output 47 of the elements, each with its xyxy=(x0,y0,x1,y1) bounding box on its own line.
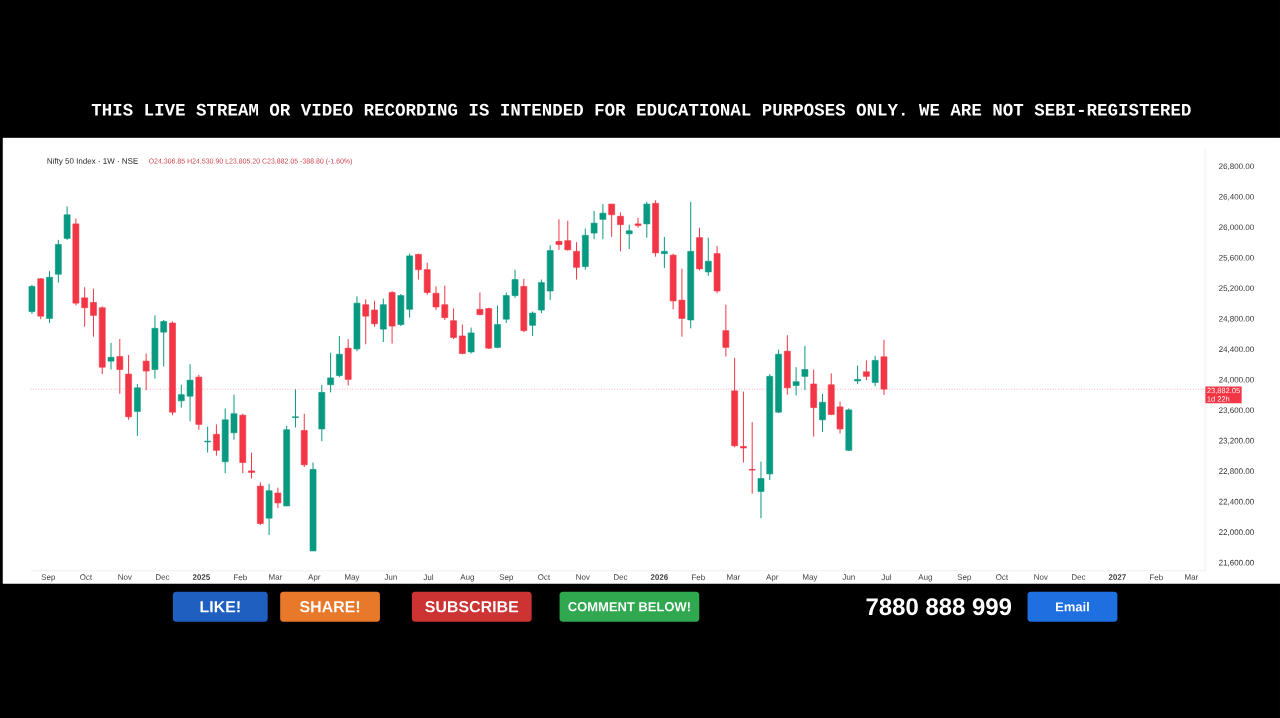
candlestick xyxy=(362,298,370,345)
candlestick xyxy=(722,303,730,357)
candlestick xyxy=(819,393,826,433)
candlestick xyxy=(757,461,765,519)
candlestick xyxy=(467,326,475,354)
candlestick xyxy=(863,359,870,381)
candlestick xyxy=(608,203,615,238)
candlestick xyxy=(90,287,97,338)
candlestick xyxy=(213,423,220,456)
candlestick xyxy=(204,425,211,453)
candlestick xyxy=(625,223,633,250)
candlestick xyxy=(529,310,536,337)
candlestick xyxy=(459,323,466,355)
candlestick xyxy=(854,364,861,385)
text: SUBSCRIBE xyxy=(425,600,519,613)
candlestick xyxy=(248,451,255,479)
candlestick xyxy=(274,486,282,509)
candlestick xyxy=(450,307,457,340)
candlestick xyxy=(599,203,607,240)
candlestick xyxy=(327,352,334,393)
candlestick xyxy=(134,383,141,437)
candlestick xyxy=(423,262,431,296)
candlestick xyxy=(871,355,879,387)
candlestick xyxy=(292,388,299,428)
text: COMMENT BELOW! xyxy=(568,601,690,612)
candlestick xyxy=(617,211,624,252)
candlestick xyxy=(801,345,809,391)
candlestick xyxy=(371,300,378,328)
candlestick xyxy=(748,421,756,495)
candlestick xyxy=(63,205,71,241)
candlestick xyxy=(704,236,712,277)
candlestick xyxy=(336,335,343,378)
text: THIS LIVE STREAM OR VIDEO RECORDING IS INTENDED FOR EDUCATIONAL PURPOSES ONLY. WE ARE NOT SEBI-REGISTERED xyxy=(91,103,1191,116)
candlestick xyxy=(661,236,668,269)
text: 7880 888 999 xyxy=(866,597,1012,615)
candlestick xyxy=(634,217,642,228)
candlestick xyxy=(494,304,501,349)
candlestick xyxy=(107,342,115,370)
candlestick xyxy=(792,366,800,396)
candlestick xyxy=(573,241,580,280)
candlestick xyxy=(740,390,747,463)
candlestick xyxy=(415,252,422,280)
candlestick xyxy=(643,201,651,238)
text: LIKE! xyxy=(200,600,240,612)
text: Email xyxy=(1056,601,1089,612)
candlestick xyxy=(590,210,598,240)
text: SHARE! xyxy=(299,600,360,613)
